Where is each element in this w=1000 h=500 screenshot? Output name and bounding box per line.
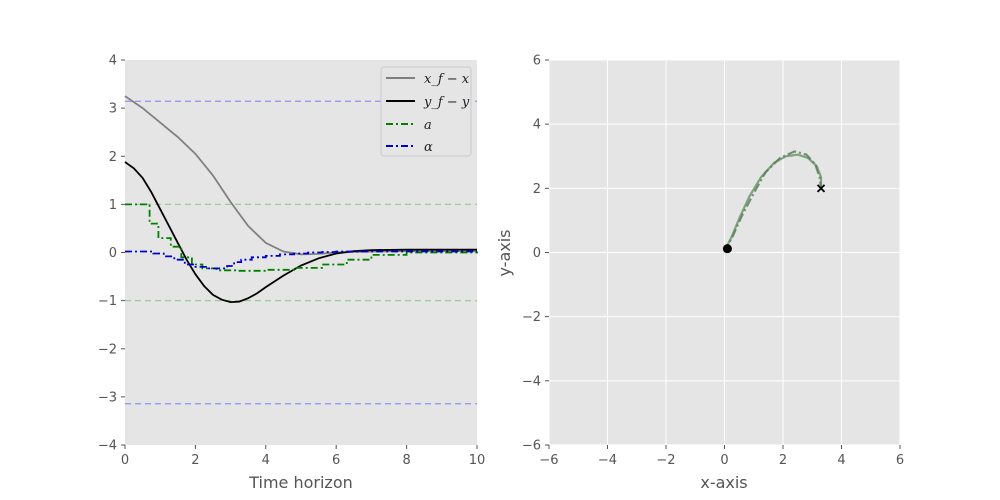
series-line-series [125, 250, 477, 270]
y-tick-label: −2 [98, 342, 117, 357]
y-tick-label: −3 [98, 390, 117, 405]
y-tick-label: 2 [109, 150, 117, 165]
trajectory-line-1 [723, 150, 823, 253]
y-tick-label: 2 [533, 182, 541, 197]
legend-box [380, 66, 472, 157]
legend-label-xf-minus-x: x_f − x [424, 72, 470, 87]
x-tick-label: 2 [191, 453, 199, 468]
right-markers [722, 184, 826, 254]
series-line-a [125, 203, 478, 272]
y-tick-label: −1 [98, 294, 117, 309]
x-tick-label: 6 [896, 453, 904, 468]
legend-label-alpha: α [424, 140, 433, 155]
y-tick-label: 4 [533, 118, 541, 133]
x-tick-label: 4 [837, 453, 845, 468]
legend-label-a: a [424, 118, 432, 133]
left-series-group [124, 95, 478, 304]
x-tick-label: 10 [469, 453, 486, 468]
x-tick-label: 2 [779, 453, 787, 468]
y-tick-label: 3 [109, 102, 117, 117]
left-chart: 0 2 4 6 8 10 −4 −3 −2 −1 0 1 2 3 4 Time horizon x_f −… [98, 54, 485, 493]
x-tick-label: −2 [656, 453, 675, 468]
y-tick-label: −4 [98, 439, 117, 454]
right-series-group [723, 150, 823, 253]
left-y-ticks: −4 −3 −2 −1 0 1 2 3 4 [98, 54, 125, 454]
x-tick-label: 4 [262, 453, 270, 468]
y-tick-label: −4 [522, 374, 541, 389]
y-tick-label: −6 [522, 439, 541, 454]
start-point-marker [722, 244, 732, 254]
right-x-ticks: −6 −4 −2 0 2 4 6 [539, 445, 904, 468]
right-chart: −6 −4 −2 0 2 4 6 −6 −4 −2 0 2 4 6 x-axis y-axis [495, 54, 904, 493]
left-x-ticks: 0 2 4 6 8 10 [121, 445, 485, 468]
x-tick-label: 0 [121, 453, 129, 468]
legend-label-yf-minus-y: y_f − y [423, 95, 470, 110]
y-tick-label: 6 [533, 54, 541, 69]
y-tick-label: −2 [522, 310, 541, 325]
right-x-axis-label: x-axis [700, 473, 747, 492]
x-tick-label: 8 [402, 453, 410, 468]
y-tick-label: 0 [109, 246, 117, 261]
x-tick-label: −4 [598, 453, 617, 468]
legend: x_f − x y_f − y a α [380, 66, 472, 157]
x-tick-label: 0 [720, 453, 728, 468]
y-tick-label: 4 [109, 54, 117, 69]
x-tick-label: 6 [332, 453, 340, 468]
x-tick-label: −6 [539, 453, 558, 468]
y-tick-label: 1 [109, 198, 117, 213]
right-y-axis-label: y-axis [495, 229, 514, 276]
left-x-axis-label: Time horizon [248, 473, 353, 492]
goal-point-marker [816, 184, 826, 193]
y-tick-label: 0 [533, 246, 541, 261]
right-y-ticks: −6 −4 −2 0 2 4 6 [522, 54, 549, 454]
